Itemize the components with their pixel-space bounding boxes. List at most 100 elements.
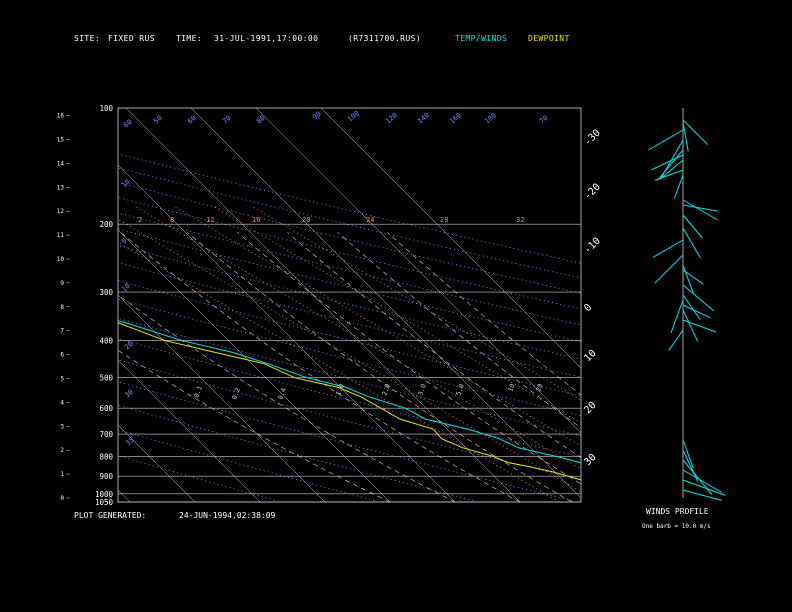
mixing-ratio-label: 16	[252, 216, 260, 224]
plot-generated-value: 24-JUN-1994,02:38:09	[179, 511, 276, 520]
pressure-label: 100	[99, 104, 113, 113]
wind-barb	[682, 121, 689, 152]
dry-adiabat	[118, 245, 581, 360]
mixing-ratio-line	[118, 241, 560, 502]
wind-barb	[682, 269, 704, 285]
wind-barb	[682, 294, 701, 320]
isotherm-label: 30	[582, 452, 598, 468]
isotherm-label: -20	[582, 182, 603, 203]
moist-adiabat-label: 10	[506, 383, 516, 393]
wind-barb	[682, 227, 701, 259]
moist-adiabat	[387, 232, 581, 396]
height-tick-label: 5	[60, 376, 64, 383]
legend-temp: TEMP/WINDS	[455, 34, 508, 43]
wind-barb	[648, 129, 684, 151]
isotherm-label: -10	[582, 236, 603, 257]
mixing-ratio-line	[118, 218, 581, 493]
dry-adiabat	[118, 298, 581, 416]
barb-note: One barb = 10.0 m/s	[642, 523, 711, 530]
dry-adiabat-label: 50	[152, 114, 164, 126]
isotherm-label: -30	[582, 128, 603, 149]
height-tick-label: 12	[57, 208, 65, 215]
moist-adiabat-label: 3.0	[416, 383, 428, 397]
height-tick-label: 13	[57, 184, 65, 191]
moist-adiabat	[187, 232, 573, 502]
dry-adiabat	[118, 212, 581, 326]
isotherm-label: 10	[582, 348, 598, 364]
wind-barb	[682, 199, 718, 221]
mixing-ratio-line	[135, 206, 581, 470]
plot-generated-label: PLOT GENERATED:	[74, 511, 147, 520]
pressure-label: 300	[99, 288, 113, 297]
height-tick-label: 2	[60, 447, 64, 454]
isotherm-label: 20	[582, 400, 598, 416]
isotherm-line	[190, 108, 581, 499]
dry-adiabat	[118, 359, 581, 480]
dry-adiabat-label: 70	[538, 114, 550, 126]
dry-adiabat	[118, 167, 581, 279]
dry-adiabat	[118, 318, 581, 437]
wind-barb	[682, 479, 726, 496]
plot-frame	[117, 107, 582, 503]
wind-barb	[682, 119, 709, 146]
mixing-ratio-line	[252, 206, 581, 401]
moist-adiabat-label: 2.0	[380, 383, 392, 397]
mixing-ratio-label: 20	[302, 216, 310, 224]
isotherm-line	[0, 108, 65, 502]
wind-barb	[682, 469, 723, 493]
dry-adiabat	[118, 182, 581, 294]
wind-barb	[682, 304, 711, 319]
height-tick-label: 6	[60, 352, 64, 359]
wind-barb	[659, 159, 684, 180]
wind-barb	[682, 449, 699, 482]
moist-adiabat	[118, 349, 391, 502]
isotherm-line	[118, 489, 131, 502]
dry-adiabat	[118, 197, 581, 310]
moist-adiabat	[120, 232, 521, 502]
dry-adiabat-label: 100	[346, 109, 361, 123]
dry-adiabat-label: 30	[123, 388, 135, 400]
isotherm-line	[118, 359, 261, 502]
dry-adiabat	[118, 280, 581, 397]
moist-adiabat-label: 0.2	[230, 387, 242, 401]
wind-barb	[682, 319, 717, 333]
dry-adiabat	[118, 228, 581, 343]
moist-adiabat-label: 5.0	[454, 383, 466, 397]
height-tick-label: 9	[60, 280, 64, 287]
site-value: FIXED RUS	[108, 34, 155, 43]
dry-adiabat	[118, 455, 279, 502]
dry-adiabat-label: 35	[124, 436, 136, 448]
pressure-label: 1000	[95, 490, 114, 499]
height-tick-label: 15	[57, 137, 65, 144]
height-tick-label: 3	[60, 423, 64, 430]
temperature-profile	[118, 320, 581, 464]
dry-adiabat	[118, 153, 581, 264]
isotherm-line	[118, 424, 196, 502]
site-label: SITE:	[74, 34, 101, 43]
moist-adiabat	[337, 232, 581, 429]
time-value: 31-JUL-1991,17:00:00	[214, 34, 319, 43]
pressure-label: 200	[99, 220, 113, 229]
pressure-label: 400	[99, 336, 113, 345]
height-tick-label: 10	[57, 256, 65, 263]
dewpoint-profile	[118, 322, 581, 481]
pressure-label: 1050	[95, 498, 114, 507]
moist-adiabat-label: 20	[534, 383, 544, 393]
dry-adiabat-label: 90	[311, 110, 323, 122]
wind-barb	[670, 299, 684, 334]
moist-adiabat	[287, 232, 581, 458]
isotherm-label: 0	[582, 302, 594, 314]
dry-adiabat	[118, 404, 476, 502]
height-tick-label: 11	[57, 232, 65, 239]
wind-barb	[682, 264, 694, 294]
mixing-ratio-label: 28	[440, 216, 448, 224]
wind-barb	[673, 174, 684, 199]
mixing-ratio-line	[213, 206, 581, 424]
height-tick-label: 16	[57, 113, 65, 120]
height-tick-label: 8	[60, 304, 64, 311]
wind-barb	[654, 169, 684, 181]
wind-barb	[682, 489, 722, 501]
pressure-label: 600	[99, 404, 113, 413]
wind-barb	[682, 439, 694, 469]
